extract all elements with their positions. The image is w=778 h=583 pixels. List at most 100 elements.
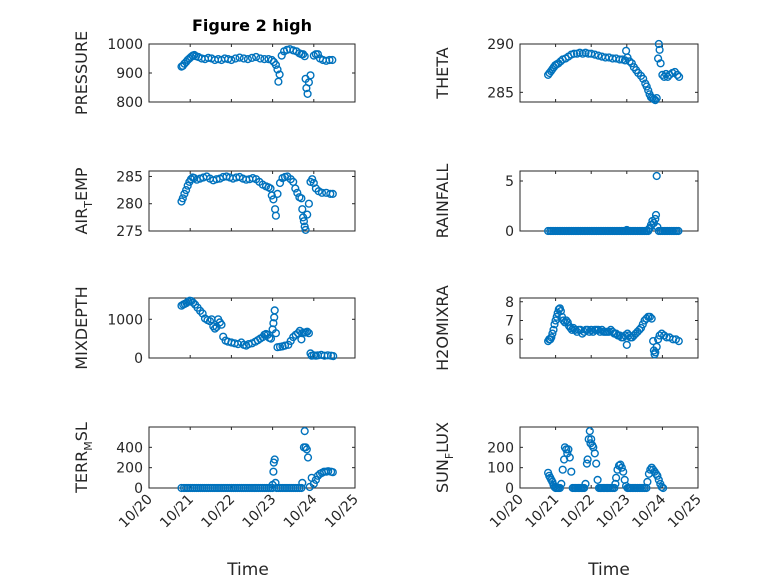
x-tick-label: 10/20: [116, 492, 156, 532]
data-point: [642, 82, 651, 91]
data-point: [269, 319, 278, 328]
data-point: [239, 54, 248, 63]
data-point: [590, 449, 599, 458]
data-series: [177, 296, 338, 361]
data-series: [543, 304, 683, 359]
data-point: [590, 50, 599, 59]
data-point: [273, 65, 282, 74]
data-point: [189, 298, 198, 307]
y-axis-label: AIRTEMP: [72, 167, 95, 234]
data-point: [564, 445, 573, 454]
data-point: [656, 59, 665, 68]
data-point: [619, 467, 628, 476]
data-point: [623, 53, 632, 62]
data-point: [651, 210, 661, 220]
data-point: [651, 214, 660, 224]
y-tick-label: 400: [116, 440, 143, 456]
data-point: [654, 39, 663, 49]
data-point: [566, 323, 575, 333]
data-point: [622, 340, 631, 350]
data-point: [304, 199, 314, 208]
data-point: [247, 53, 257, 63]
data-point: [585, 327, 594, 336]
data-point: [673, 70, 682, 80]
data-point: [300, 52, 309, 61]
data-point: [579, 483, 589, 493]
y-tick-label: 900: [116, 66, 143, 82]
data-point: [328, 189, 337, 199]
data-point: [593, 475, 602, 485]
y-tick-label: 290: [487, 37, 514, 53]
data-point: [313, 50, 323, 59]
data-point: [647, 314, 656, 323]
y-tick-label: 7: [505, 314, 514, 330]
data-point: [297, 194, 306, 203]
subplot-theta: 285 290 THETA: [433, 37, 699, 105]
data-point: [269, 195, 278, 204]
data-point: [217, 320, 226, 329]
data-point: [275, 70, 284, 79]
data-point: [648, 337, 658, 346]
data-point: [298, 205, 307, 214]
data-point: [326, 189, 335, 199]
data-point: [182, 186, 191, 195]
data-point: [655, 45, 664, 54]
data-point: [180, 189, 189, 199]
y-tick-label: 285: [487, 85, 514, 101]
x-tick-label: 10/25: [322, 492, 362, 532]
axes-box: [519, 426, 699, 489]
data-point: [604, 327, 614, 336]
y-tick-label: 0: [134, 351, 143, 367]
y-tick-label: 100: [487, 461, 514, 477]
y-tick-label: 1000: [107, 312, 143, 328]
data-point: [559, 316, 568, 325]
y-tick-label: 800: [116, 95, 143, 111]
subplot-rainfall: 0 5 RAINFALL: [433, 164, 699, 240]
data-point: [644, 224, 654, 234]
x-axis-label: Time: [226, 560, 269, 580]
data-point: [652, 93, 661, 103]
data-point: [178, 194, 187, 203]
x-tick-label: 10/21: [157, 492, 197, 532]
x-axis-label: Time: [587, 560, 630, 580]
data-point: [252, 52, 261, 62]
x-tick-label: 10/23: [594, 492, 634, 532]
data-point: [550, 320, 559, 329]
data-point: [260, 54, 269, 64]
data-point: [548, 329, 557, 338]
data-point: [303, 89, 312, 99]
data-point: [183, 181, 192, 190]
subplot-air-temp: 275 280 285 AIRTEMP: [72, 167, 356, 240]
x-tick-label: 10/24: [281, 491, 321, 531]
data-point: [663, 72, 672, 82]
x-tick-label: 10/22: [198, 492, 238, 532]
data-point: [243, 54, 253, 64]
data-point: [293, 188, 302, 197]
y-axis-label: SUNFLUX: [433, 422, 456, 493]
x-tick-label: 10/25: [665, 492, 705, 532]
y-tick-label: 275: [116, 224, 143, 240]
data-point: [585, 427, 594, 436]
subplot-terr-msl: 10/20 10/21 10/22 10/23 10/24 10/25 0 200 400 TER…: [72, 422, 362, 580]
y-tick-label: 0: [505, 224, 514, 240]
data-series: [543, 171, 683, 236]
data-point: [652, 171, 661, 181]
data-point: [271, 60, 281, 70]
data-point: [190, 50, 199, 60]
data-point: [643, 477, 652, 487]
data-point: [639, 74, 648, 83]
y-tick-label: 5: [505, 174, 514, 190]
data-point: [289, 333, 298, 342]
y-axis-label: THETA: [433, 47, 452, 99]
data-point: [567, 467, 576, 476]
y-axis-label: H2OMIXRA: [433, 285, 452, 371]
data-point: [625, 57, 634, 66]
data-point: [655, 331, 664, 340]
data-series: [177, 427, 337, 493]
data-point: [674, 72, 684, 82]
y-tick-label: 200: [116, 461, 143, 477]
data-point: [674, 226, 683, 236]
data-point: [227, 55, 236, 65]
